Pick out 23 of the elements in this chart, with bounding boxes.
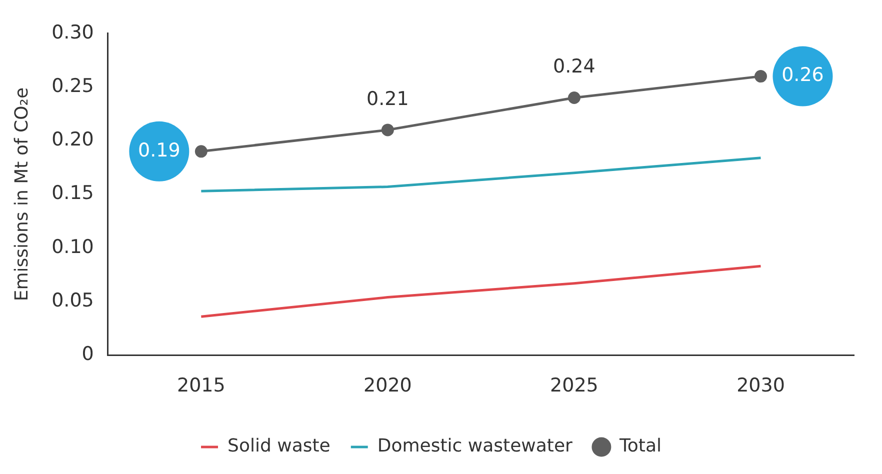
y-tick-label: 0.20 <box>52 128 94 151</box>
y-tick-label: 0.25 <box>52 74 94 97</box>
x-tick-label: 2025 <box>550 374 598 397</box>
y-tick-label: 0.10 <box>52 236 94 258</box>
x-tick-label: 2030 <box>736 374 785 397</box>
y-axis-title: Emissions in Mt of CO₂e <box>11 87 32 302</box>
y-tick-label: 0 <box>82 343 94 366</box>
y-tick-label: 0.15 <box>52 182 94 204</box>
point <box>194 145 208 158</box>
data-label: 0.19 <box>138 139 180 162</box>
legend-label: Total <box>618 436 662 457</box>
y-tick-label: 0.30 <box>52 21 94 44</box>
point <box>381 124 394 136</box>
x-tick-label: 2020 <box>364 374 412 397</box>
point <box>754 70 767 83</box>
data-label: 0.26 <box>782 64 824 86</box>
x-tick-label: 2015 <box>176 374 226 397</box>
legend-label: Domestic wastewater <box>377 436 574 457</box>
data-label: 0.24 <box>553 56 596 78</box>
data-label: 0.21 <box>366 88 409 110</box>
point <box>568 92 580 104</box>
legend-label: Solid waste <box>228 436 330 457</box>
y-tick-label: 0.05 <box>52 290 94 312</box>
